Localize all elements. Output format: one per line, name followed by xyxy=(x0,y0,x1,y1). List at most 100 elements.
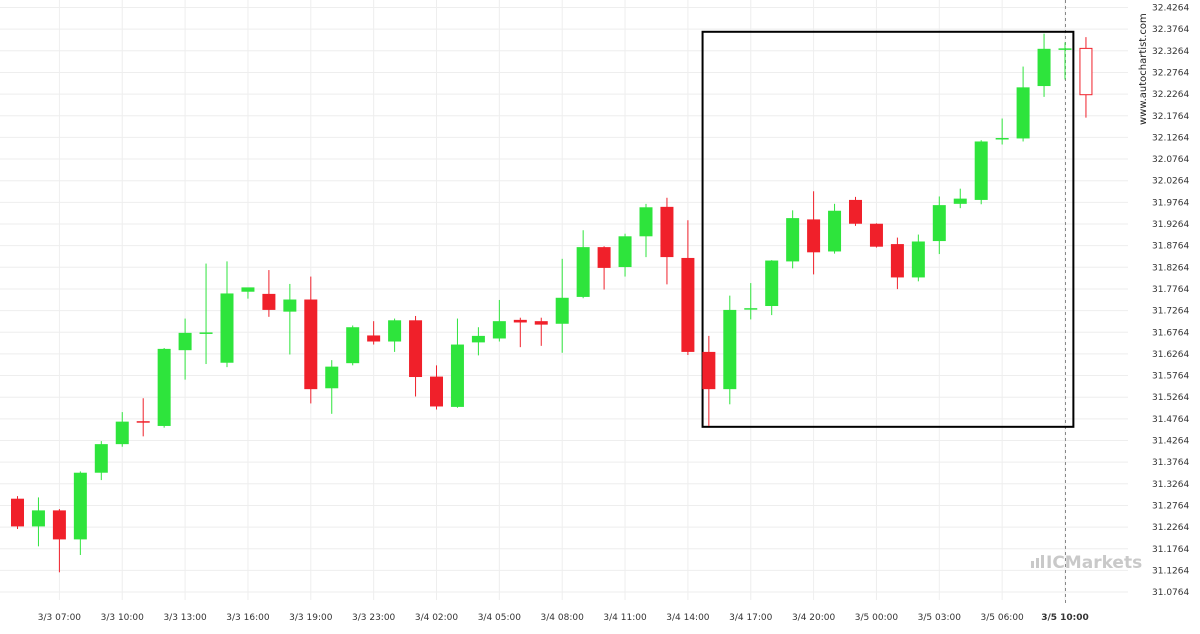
x-tick-label: 3/5 00:00 xyxy=(855,613,899,623)
y-tick-label: 31.3764 xyxy=(1152,458,1189,468)
candle xyxy=(849,196,862,226)
candle-body xyxy=(471,335,485,343)
candle xyxy=(995,118,1009,145)
candle xyxy=(618,233,632,277)
candle-body xyxy=(52,510,66,540)
candle xyxy=(136,398,150,437)
candle xyxy=(409,315,423,397)
candle-body xyxy=(828,210,842,252)
y-tick-label: 31.3264 xyxy=(1152,480,1189,490)
x-tick-label: 3/3 07:00 xyxy=(38,613,82,623)
x-tick-label: 3/4 20:00 xyxy=(792,613,836,623)
candle-body xyxy=(325,366,339,389)
candle-body xyxy=(1037,48,1051,87)
x-tick-label: 3/3 23:00 xyxy=(352,613,396,623)
candle-body xyxy=(450,344,464,407)
candle-body xyxy=(786,218,800,262)
candle xyxy=(31,497,45,547)
candle-body xyxy=(660,206,674,258)
bars-icon xyxy=(1031,555,1044,568)
candle-body xyxy=(744,308,758,310)
y-tick-label: 31.1764 xyxy=(1152,545,1189,555)
candle xyxy=(639,203,653,258)
highlight-box-layer xyxy=(701,30,1075,428)
candle xyxy=(262,270,276,317)
y-tick-label: 31.1264 xyxy=(1152,566,1189,576)
y-tick-label: 31.0764 xyxy=(1152,588,1189,598)
candle-body xyxy=(115,421,129,445)
y-tick-label: 31.4264 xyxy=(1152,437,1189,447)
grid-layer xyxy=(0,0,1128,604)
x-tick-label: 3/5 06:00 xyxy=(981,613,1025,623)
candle xyxy=(576,230,590,299)
candle xyxy=(388,318,402,352)
candle xyxy=(869,223,883,248)
candle-body xyxy=(576,247,590,297)
y-tick-label: 32.4264 xyxy=(1152,4,1189,14)
candle-body xyxy=(94,444,108,473)
candle-body xyxy=(618,236,632,268)
candle xyxy=(723,295,737,405)
y-tick-label: 31.7264 xyxy=(1152,307,1189,317)
candle xyxy=(94,441,108,481)
x-tick-label: 3/4 08:00 xyxy=(541,613,585,623)
candle-body xyxy=(639,207,653,237)
candle xyxy=(73,471,87,555)
candle-body xyxy=(953,198,967,204)
y-tick-label: 31.6764 xyxy=(1152,328,1189,338)
candle xyxy=(115,412,129,447)
candle xyxy=(807,191,821,275)
candle-body xyxy=(932,205,946,242)
candle-body xyxy=(723,309,737,390)
y-tick-label: 31.2264 xyxy=(1152,523,1189,533)
candle-body xyxy=(73,472,87,540)
icmarkets-logo: ICMarkets xyxy=(1031,553,1142,573)
candle-body xyxy=(765,260,779,307)
candle-body xyxy=(220,293,234,363)
candle-body xyxy=(157,348,171,426)
y-tick-label: 31.9264 xyxy=(1152,220,1189,230)
autochartist-watermark: www.autochartist.com xyxy=(1138,13,1149,125)
y-tick-label: 31.9764 xyxy=(1152,198,1189,208)
candle xyxy=(430,365,443,410)
y-tick-label: 31.8264 xyxy=(1152,263,1189,273)
candle-body xyxy=(534,321,548,325)
candle-body xyxy=(555,297,569,324)
candle xyxy=(367,321,381,345)
candle xyxy=(178,318,192,380)
candle xyxy=(660,197,674,285)
y-axis: 32.4264 32.3764 32.3264 32.2764 32.2264 32.17… xyxy=(1152,4,1189,599)
candle xyxy=(52,509,66,573)
candle xyxy=(346,325,360,366)
y-tick-label: 31.6264 xyxy=(1152,350,1189,360)
candle-body xyxy=(597,247,611,268)
candle xyxy=(597,246,611,290)
candle xyxy=(11,496,24,530)
y-tick-label: 31.5264 xyxy=(1152,393,1189,403)
x-tick-label: 3/3 19:00 xyxy=(289,613,333,623)
candle xyxy=(786,210,800,269)
candle xyxy=(325,360,339,414)
candle-body xyxy=(283,299,297,312)
candle-body xyxy=(911,241,925,278)
pattern-highlight-box xyxy=(701,30,1075,428)
y-tick-label: 32.1264 xyxy=(1152,133,1189,143)
y-tick-label: 32.1764 xyxy=(1152,112,1189,122)
candle xyxy=(974,140,988,205)
candle-body xyxy=(178,332,192,351)
x-tick-label: 3/4 02:00 xyxy=(415,613,459,623)
x-tick-label: 3/4 14:00 xyxy=(666,613,710,623)
candle-body xyxy=(849,199,862,224)
candle-body xyxy=(974,141,988,200)
y-tick-label: 32.3264 xyxy=(1152,47,1189,57)
candle xyxy=(1058,42,1072,80)
candle-body xyxy=(1058,48,1072,50)
candle xyxy=(157,348,171,428)
x-tick-label: 3/4 17:00 xyxy=(729,613,773,623)
candle-body xyxy=(388,320,402,342)
candle xyxy=(199,263,213,365)
y-tick-label: 32.0764 xyxy=(1152,155,1189,165)
candle xyxy=(828,203,842,254)
